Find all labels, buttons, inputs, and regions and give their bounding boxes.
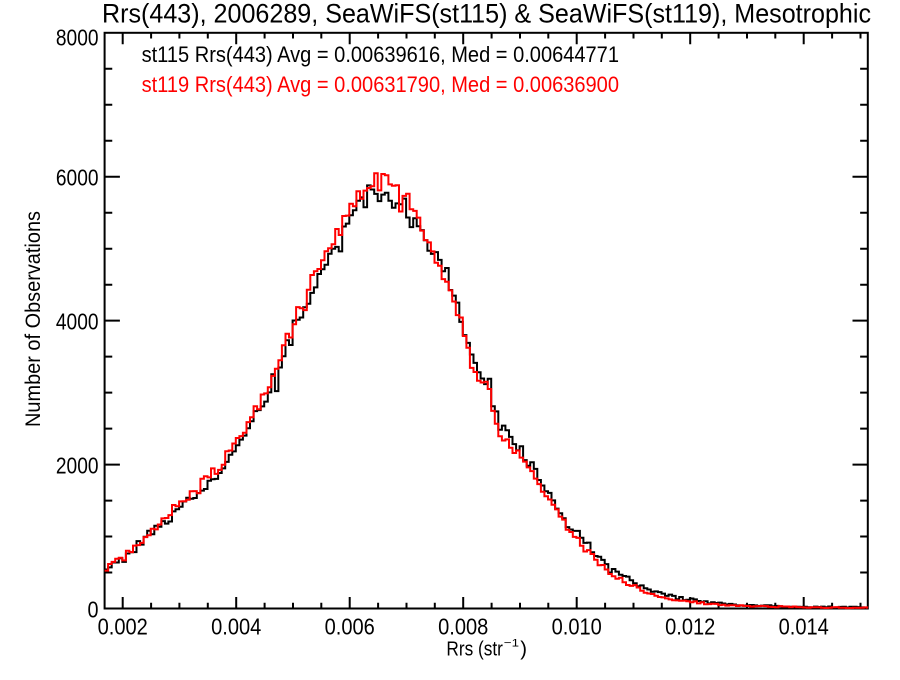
svg-text:0.008: 0.008 xyxy=(438,613,488,639)
svg-text:−1: −1 xyxy=(504,638,519,650)
svg-text:0.010: 0.010 xyxy=(552,613,602,639)
svg-text:0.012: 0.012 xyxy=(665,613,715,639)
svg-text:st115 Rrs(443) Avg = 0.0063961: st115 Rrs(443) Avg = 0.00639616, Med = 0… xyxy=(142,42,619,67)
svg-text:6000: 6000 xyxy=(56,165,99,191)
svg-text:st119 Rrs(443) Avg = 0.0063179: st119 Rrs(443) Avg = 0.00631790, Med = 0… xyxy=(142,72,619,97)
svg-text:0: 0 xyxy=(88,596,99,622)
svg-text:): ) xyxy=(520,639,527,661)
svg-text:0.002: 0.002 xyxy=(98,613,148,639)
svg-text:0.004: 0.004 xyxy=(211,613,261,639)
svg-text:0.006: 0.006 xyxy=(325,613,375,639)
svg-text:8000: 8000 xyxy=(56,25,99,51)
svg-text:Number of Observations: Number of Observations xyxy=(22,211,45,427)
svg-text:4000: 4000 xyxy=(56,309,99,335)
svg-text:2000: 2000 xyxy=(56,452,99,478)
svg-text:0.014: 0.014 xyxy=(779,613,829,639)
svg-text:Rrs (str: Rrs (str xyxy=(446,639,503,661)
svg-text:Rrs(443), 2006289, SeaWiFS(st1: Rrs(443), 2006289, SeaWiFS(st115) & SeaW… xyxy=(102,0,871,29)
